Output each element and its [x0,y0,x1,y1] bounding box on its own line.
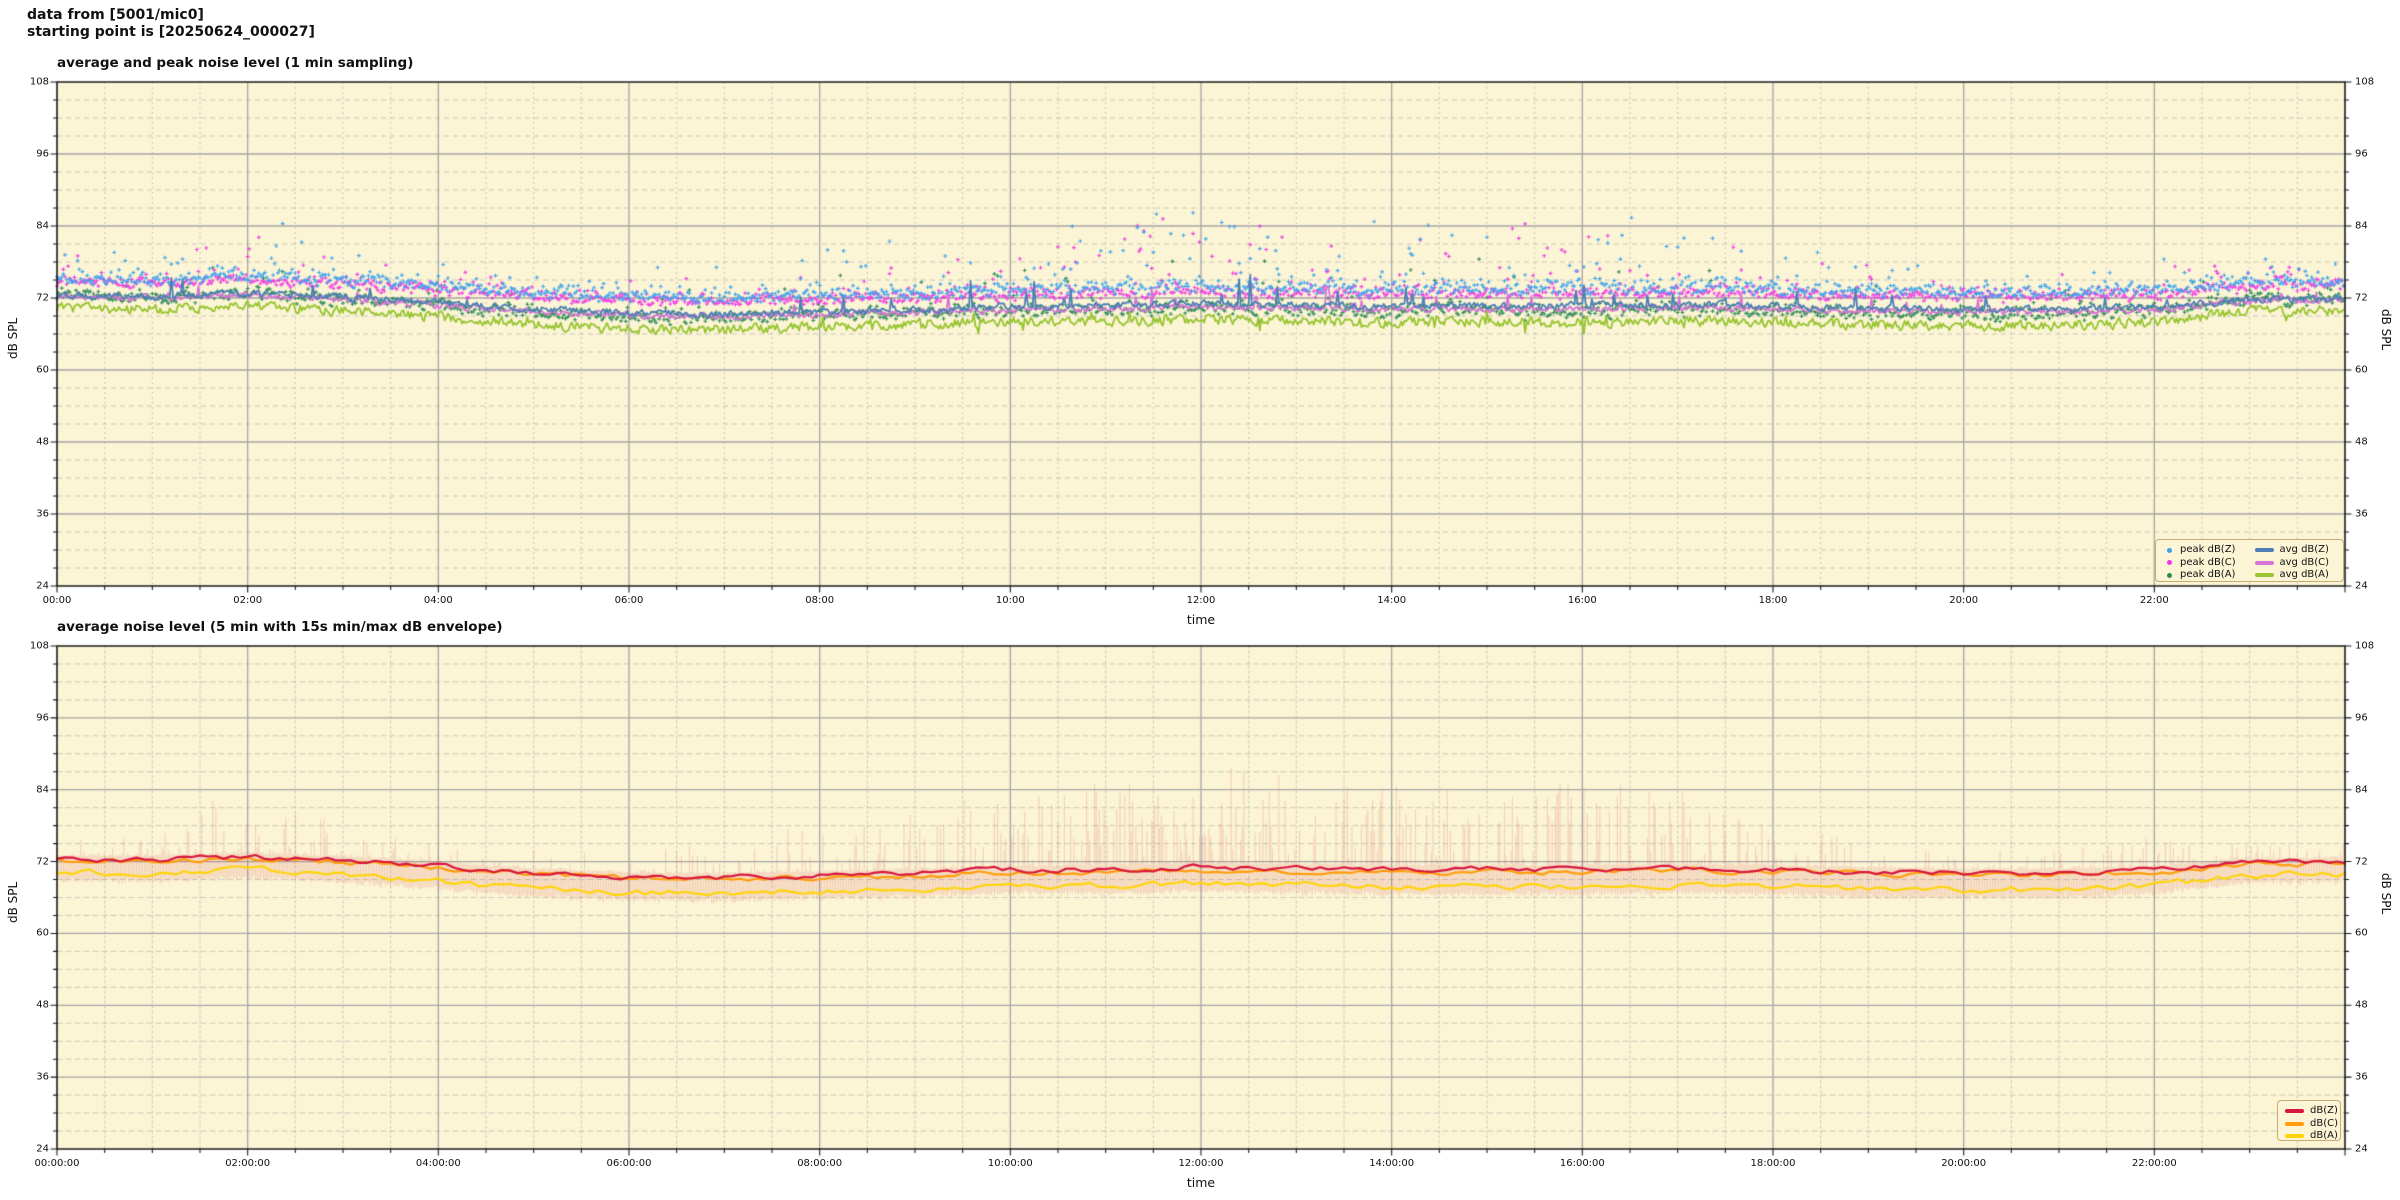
y-tick-label-left: 36 [36,1071,49,1083]
y-tick-label-right: 60 [2355,364,2368,376]
y-tick-label-right: 24 [2355,1143,2368,1155]
y-tick-label-left: 72 [36,292,49,304]
legend-label: peak dB(C) [2180,556,2236,568]
y-tick-label-left: 108 [29,640,49,652]
x-tick-label: 02:00 [233,595,263,606]
legend-item: dB(C) [2285,1118,2338,1131]
x-tick-label: 00:00:00 [34,1158,80,1169]
y-tick-label-left: 108 [29,76,49,88]
legend-label: peak dB(Z) [2180,544,2236,555]
x-tick-label: 18:00:00 [1750,1158,1796,1169]
y-tick-label-right: 36 [2355,508,2368,520]
legend-dot-marker-icon [2167,560,2172,566]
chart1-legend: peak dB(Z) peak dB(C) peak dB(A) avg dB(Z) a… [2155,539,2344,582]
y-tick-label-right: 108 [2355,76,2375,88]
legend-line-marker-icon [2254,548,2274,553]
x-tick-label: 22:00:00 [2131,1158,2177,1169]
legend-item: avg dB(Z) [2254,544,2337,557]
x-tick-label: 06:00:00 [606,1158,652,1169]
y-tick-label-left: 96 [36,148,49,160]
legend-item: peak dB(A) [2163,569,2243,582]
legend-line-marker-icon [2254,560,2274,565]
x-tick-label: 04:00 [423,595,453,606]
x-tick-label: 06:00 [614,595,644,606]
x-tick-label: 08:00:00 [797,1158,843,1169]
x-tick-label: 14:00 [1377,595,1407,606]
chart1-ylabel-left: dB SPL [6,317,20,359]
y-tick-label-right: 72 [2355,292,2368,304]
x-tick-label: 22:00 [2139,595,2169,606]
legend-line-marker-icon [2285,1134,2304,1139]
chart1-title: average and peak noise level (1 min samp… [57,55,414,71]
y-tick-label-left: 72 [36,856,49,868]
y-tick-label-right: 108 [2355,640,2375,652]
legend-label: dB(A) [2310,1130,2338,1141]
chart2-title: average noise level (5 min with 15s min/… [57,619,503,635]
legend-item: dB(Z) [2285,1105,2338,1118]
y-tick-label-right: 48 [2355,999,2368,1011]
legend-dot-marker-icon [2167,572,2172,578]
header-line2: starting point is [20250624_000027] [27,24,315,40]
x-tick-label: 10:00 [995,595,1025,606]
legend-item: avg dB(C) [2254,556,2337,570]
x-tick-label: 04:00:00 [415,1158,461,1169]
y-tick-label-right: 96 [2355,148,2368,160]
y-tick-label-left: 96 [36,712,49,724]
y-tick-label-left: 48 [36,999,49,1011]
y-tick-label-right: 60 [2355,927,2368,939]
legend-label: avg dB(C) [2279,556,2330,568]
legend-label: avg dB(A) [2279,569,2329,580]
x-tick-label: 08:00 [805,595,835,606]
legend-item: peak dB(Z) [2163,544,2243,557]
y-tick-label-right: 48 [2355,436,2368,448]
x-tick-label: 00:00 [42,595,72,606]
legend-label: peak dB(A) [2180,569,2236,580]
legend-label: avg dB(Z) [2279,544,2329,555]
x-tick-label: 20:00:00 [1941,1158,1987,1169]
y-tick-label-right: 36 [2355,1071,2368,1083]
legend-line-marker-icon [2285,1121,2304,1126]
y-tick-label-right: 72 [2355,856,2368,868]
x-tick-label: 10:00:00 [987,1158,1033,1169]
chart2-ylabel-right: dB SPL [2379,873,2393,915]
x-tick-label: 18:00 [1758,595,1788,606]
chart2-xlabel: time [1186,1175,1216,1190]
x-tick-label: 20:00 [1949,595,1979,606]
y-tick-label-left: 24 [36,580,49,592]
y-tick-label-left: 60 [36,364,49,376]
x-tick-label: 16:00 [1567,595,1597,606]
header-line1: data from [5001/mic0] [27,7,204,23]
x-tick-label: 14:00:00 [1369,1158,1415,1169]
legend-line-marker-icon [2285,1109,2304,1114]
chart1-ylabel-right: dB SPL [2379,309,2393,351]
y-tick-label-left: 60 [36,927,49,939]
legend-dot-marker-icon [2167,547,2172,553]
y-tick-label-right: 24 [2355,580,2368,592]
legend-line-marker-icon [2254,573,2274,578]
y-tick-label-left: 84 [36,220,49,232]
y-tick-label-left: 84 [36,784,49,796]
y-tick-label-left: 48 [36,436,49,448]
chart2-ylabel-left: dB SPL [6,881,20,923]
legend-item: avg dB(A) [2254,569,2337,582]
x-tick-label: 12:00 [1186,595,1216,606]
y-tick-label-left: 24 [36,1143,49,1155]
y-tick-label-right: 84 [2355,784,2368,796]
chart1-xlabel: time [1186,612,1216,627]
y-tick-label-right: 96 [2355,712,2368,724]
legend-label: dB(Z) [2310,1105,2338,1116]
legend-label: dB(C) [2310,1117,2338,1129]
legend-item: peak dB(C) [2163,557,2243,570]
y-tick-label-right: 84 [2355,220,2368,232]
chart2-legend: dB(Z) dB(C) dB(A) [2277,1100,2341,1141]
x-tick-label: 16:00:00 [1559,1158,1605,1169]
y-tick-label-left: 36 [36,508,49,520]
legend-item: dB(A) [2285,1130,2338,1143]
x-tick-label: 12:00:00 [1178,1158,1224,1169]
x-tick-label: 02:00:00 [225,1158,271,1169]
